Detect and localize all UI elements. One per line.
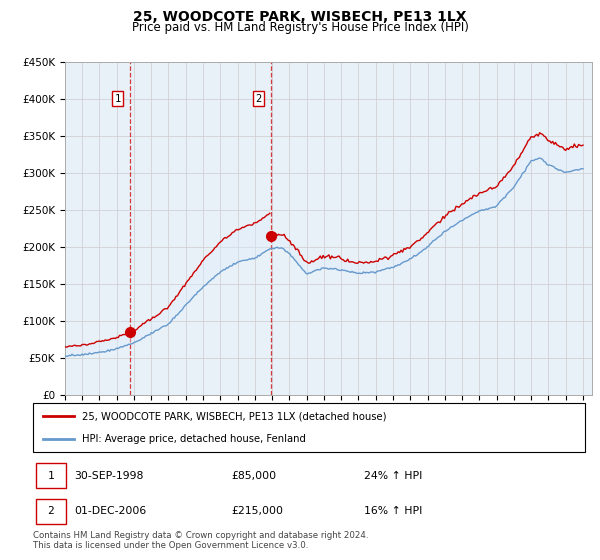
Text: 25, WOODCOTE PARK, WISBECH, PE13 1LX: 25, WOODCOTE PARK, WISBECH, PE13 1LX (133, 10, 467, 24)
Text: 24% ↑ HPI: 24% ↑ HPI (364, 470, 422, 480)
Text: 2: 2 (47, 506, 55, 516)
FancyBboxPatch shape (33, 403, 585, 452)
Text: 1: 1 (115, 94, 121, 104)
Text: 1: 1 (47, 470, 55, 480)
FancyBboxPatch shape (36, 463, 66, 488)
FancyBboxPatch shape (36, 498, 66, 524)
Text: Price paid vs. HM Land Registry's House Price Index (HPI): Price paid vs. HM Land Registry's House … (131, 21, 469, 34)
Text: HPI: Average price, detached house, Fenland: HPI: Average price, detached house, Fenl… (82, 434, 305, 444)
Text: 25, WOODCOTE PARK, WISBECH, PE13 1LX (detached house): 25, WOODCOTE PARK, WISBECH, PE13 1LX (de… (82, 412, 386, 422)
Text: 16% ↑ HPI: 16% ↑ HPI (364, 506, 422, 516)
Text: £215,000: £215,000 (232, 506, 284, 516)
Text: 01-DEC-2006: 01-DEC-2006 (74, 506, 146, 516)
Text: 30-SEP-1998: 30-SEP-1998 (74, 470, 144, 480)
Text: £85,000: £85,000 (232, 470, 277, 480)
Text: 2: 2 (256, 94, 262, 104)
Text: Contains HM Land Registry data © Crown copyright and database right 2024.
This d: Contains HM Land Registry data © Crown c… (33, 531, 368, 550)
